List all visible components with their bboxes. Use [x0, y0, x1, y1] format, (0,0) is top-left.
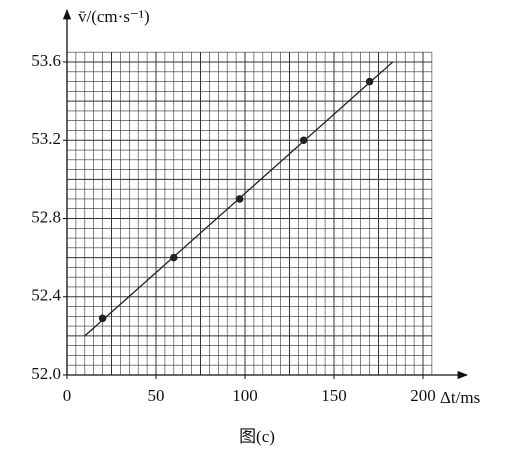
y-tick-label: 52.4: [31, 286, 61, 305]
grid: [66, 51, 433, 376]
x-tick-label: 50: [148, 386, 165, 405]
data-point: [98, 314, 107, 323]
y-axis-label: v̄/(cm·s⁻¹): [78, 7, 150, 26]
x-tick-label: 150: [321, 386, 347, 405]
y-tick-label: 52.8: [31, 207, 61, 226]
data-point: [170, 253, 178, 262]
caption: 图(c): [239, 427, 275, 446]
y-tick-label: 52.0: [31, 364, 61, 383]
x-tick-label: 200: [410, 386, 436, 405]
data-point: [299, 136, 308, 145]
data-point: [235, 195, 244, 203]
y-tick-label: 53.6: [31, 51, 61, 70]
x-axis-label: Δt/ms: [440, 388, 480, 407]
y-tick-label: 53.2: [31, 129, 61, 148]
x-tick-label: 100: [232, 386, 258, 405]
data-point: [365, 77, 374, 86]
x-tick-label: 0: [63, 386, 72, 405]
